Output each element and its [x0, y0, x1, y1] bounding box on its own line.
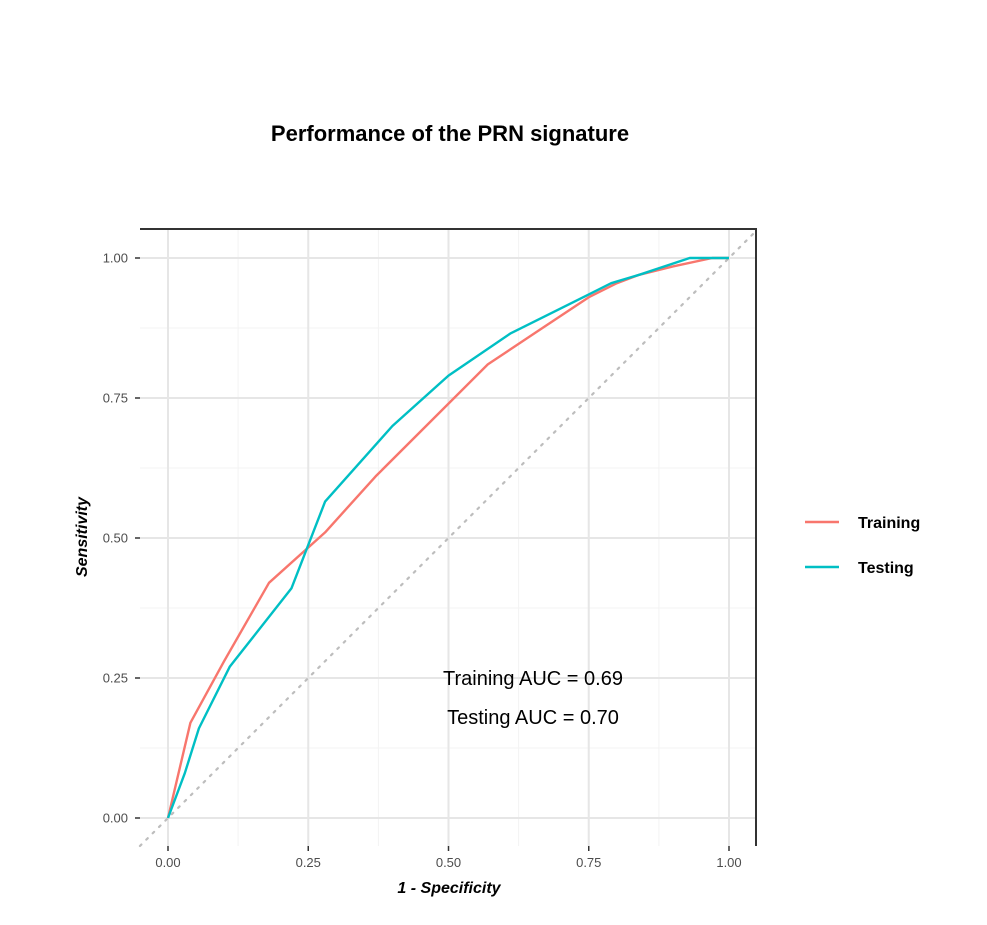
grid-layer [140, 229, 756, 846]
tick-layer: 0.00 0.25 0.50 0.75 1.00 0.00 0.25 0.50 0.75 1.00 [103, 251, 742, 871]
y-axis-title: Sensitivity [74, 496, 91, 577]
reference-line-layer [138, 228, 759, 848]
x-tick-label: 0.00 [155, 855, 180, 870]
training-auc-annotation: Training AUC = 0.69 [443, 668, 623, 690]
x-tick-label: 0.75 [576, 855, 601, 870]
reference-diagonal-line [138, 228, 759, 848]
y-tick-label: 0.00 [103, 811, 128, 826]
legend-label-training: Training [858, 515, 920, 532]
axis-frame [140, 228, 757, 846]
y-tick-label: 0.75 [103, 391, 128, 406]
series-layer [166, 256, 729, 819]
testing-auc-annotation: Testing AUC = 0.70 [447, 707, 619, 729]
y-tick-label: 1.00 [103, 251, 128, 266]
x-axis-title: 1 - Specificity [397, 880, 501, 897]
legend: Training Testing [805, 515, 920, 577]
x-tick-label: 1.00 [716, 855, 741, 870]
y-tick-label: 0.25 [103, 671, 128, 686]
series-line-training [166, 256, 729, 819]
x-tick-label: 0.50 [436, 855, 461, 870]
x-tick-label: 0.25 [296, 855, 321, 870]
y-tick-label: 0.50 [103, 531, 128, 546]
legend-label-testing: Testing [858, 560, 914, 577]
series-line-testing [166, 256, 729, 819]
chart-title: Performance of the PRN signature [271, 121, 629, 146]
